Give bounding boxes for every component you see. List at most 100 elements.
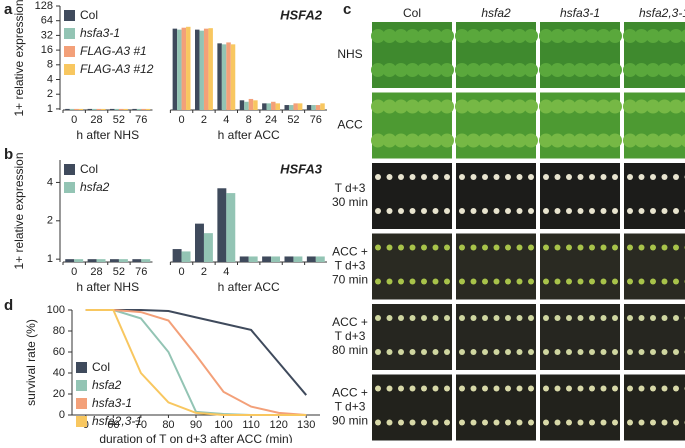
- bar: [132, 259, 141, 262]
- seedling: [433, 208, 439, 214]
- bar: [276, 103, 280, 110]
- seedling: [471, 208, 477, 214]
- bar: [97, 259, 106, 262]
- x-tick-label: 8: [246, 114, 252, 126]
- seedling: [410, 245, 416, 251]
- bar: [88, 109, 92, 110]
- x-tick-label: 76: [310, 114, 322, 126]
- y-axis-label: 1+ relative expression: [12, 152, 26, 269]
- seedling: [662, 315, 668, 321]
- bar: [293, 256, 302, 262]
- x-tick-label: 4: [223, 266, 229, 278]
- y-tick-label: 128: [35, 0, 53, 12]
- photo: [540, 163, 620, 229]
- bar: [267, 103, 271, 110]
- seedling: [589, 349, 595, 355]
- seedling: [410, 349, 416, 355]
- legend-swatch: [64, 182, 75, 193]
- legend-swatch: [76, 380, 87, 391]
- bar: [177, 30, 181, 110]
- seedling: [650, 208, 656, 214]
- bar: [240, 256, 249, 262]
- seedling: [459, 279, 465, 285]
- seedling: [471, 420, 477, 426]
- x-tick-label: 28: [90, 114, 102, 126]
- seedling: [505, 279, 511, 285]
- seedling: [639, 174, 645, 180]
- annotation: HSFA3: [280, 161, 323, 176]
- bar: [311, 105, 315, 110]
- bar: [186, 27, 190, 110]
- bar: [284, 256, 293, 262]
- row-label: 70 min: [332, 273, 368, 287]
- seedling: [421, 245, 427, 251]
- bar: [249, 99, 253, 110]
- seedling: [398, 174, 404, 180]
- seedling: [459, 208, 465, 214]
- bar: [293, 103, 297, 110]
- seedling: [459, 386, 465, 392]
- seedling: [375, 315, 381, 321]
- seedling: [482, 386, 488, 392]
- seedling: [566, 174, 572, 180]
- seedling: [662, 245, 668, 251]
- seedling: [482, 420, 488, 426]
- seedling: [589, 279, 595, 285]
- seedling: [459, 245, 465, 251]
- seedling: [375, 349, 381, 355]
- bar: [74, 259, 83, 262]
- seedling: [589, 420, 595, 426]
- legend-swatch: [64, 164, 75, 175]
- x-tick-label: 0: [179, 266, 185, 278]
- seedling: [578, 349, 584, 355]
- x-tick-label: 52: [113, 266, 125, 278]
- seedling: [433, 245, 439, 251]
- seedling: [528, 420, 534, 426]
- seedling: [639, 245, 645, 251]
- seedling: [505, 208, 511, 214]
- seedling: [517, 245, 523, 251]
- seedling: [662, 420, 668, 426]
- seedling: [459, 349, 465, 355]
- seedling: [421, 174, 427, 180]
- seedling: [421, 386, 427, 392]
- seedling: [459, 315, 465, 321]
- row-label: 80 min: [332, 343, 368, 357]
- seedling: [524, 100, 538, 114]
- seedling: [662, 386, 668, 392]
- seedling: [517, 208, 523, 214]
- seedling: [482, 245, 488, 251]
- y-tick-label: 60: [53, 346, 65, 358]
- seedling: [482, 315, 488, 321]
- seedling: [566, 279, 572, 285]
- seedling: [612, 349, 618, 355]
- seedling: [578, 279, 584, 285]
- seedling: [482, 174, 488, 180]
- photo: [540, 234, 620, 300]
- seedling: [505, 315, 511, 321]
- seedling: [555, 315, 561, 321]
- x-tick-label: 0: [71, 266, 77, 278]
- seedling: [505, 245, 511, 251]
- seedling: [673, 208, 679, 214]
- x-group-label: h after ACC: [218, 128, 280, 142]
- x-tick-label: 90: [190, 419, 202, 431]
- seedling: [517, 174, 523, 180]
- seedling: [566, 420, 572, 426]
- seedling: [444, 349, 450, 355]
- annotation: HSFA2: [280, 7, 323, 22]
- seedling: [589, 315, 595, 321]
- seedling: [589, 174, 595, 180]
- panel-label: c: [343, 1, 351, 18]
- seedling: [387, 349, 393, 355]
- seedling: [673, 349, 679, 355]
- bar: [182, 28, 186, 110]
- column-label: hsfa2: [481, 6, 511, 20]
- row-label: ACC +: [332, 315, 368, 329]
- seedling: [482, 208, 488, 214]
- seedling: [471, 315, 477, 321]
- bar: [284, 105, 288, 110]
- seedling: [494, 245, 500, 251]
- bar: [173, 29, 177, 110]
- seedling: [555, 208, 561, 214]
